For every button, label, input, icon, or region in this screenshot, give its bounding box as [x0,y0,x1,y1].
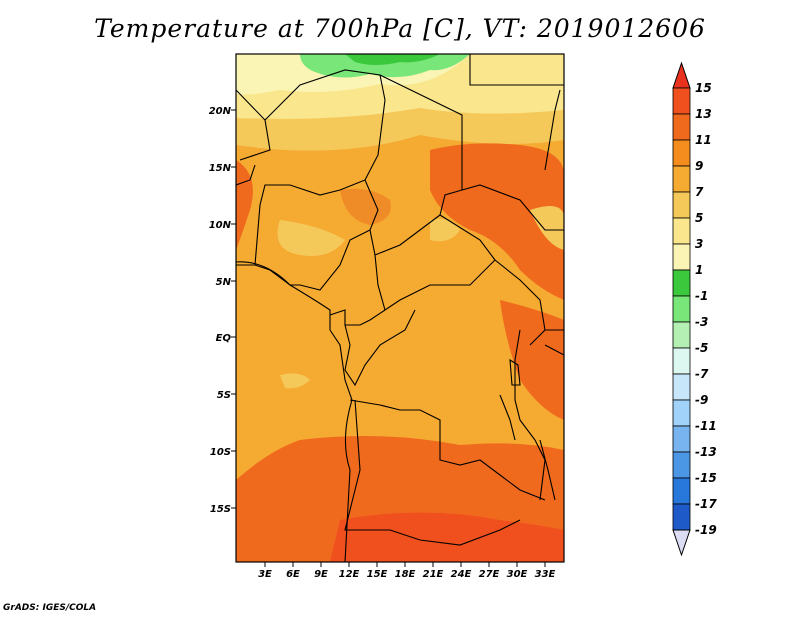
temperature-field [236,54,564,562]
lon-label-3e: 3E [258,569,272,580]
lake-kivu [509,358,521,386]
lon-label-27e: 27E [479,569,500,580]
border-gabon-congo [329,309,386,326]
border-burkina [236,164,256,186]
colorbar-segment [672,269,691,297]
lake-tanganyika [499,394,516,441]
colorbar-segment [672,503,691,531]
colorbar-segment [672,399,691,427]
grads-credit: GrADS: IGES/COLA [3,603,97,613]
lat-label-5n: 5N [216,277,232,288]
lon-label-9e: 9E [314,569,328,580]
colorbar-segment [672,87,691,115]
colorbar-label: 13 [695,107,712,121]
lon-label-33e: 33E [535,569,556,580]
colorbar-label: -17 [695,497,717,511]
colorbar-label: 15 [695,81,712,95]
field-cool-patch-1 [277,220,345,256]
field-warm-central [340,188,391,225]
field-cool-patch-4 [430,218,460,242]
colorbar-label: -9 [695,393,708,407]
field-warm-east [430,143,564,300]
field-hot-south [330,512,564,562]
colorbar-segment [672,191,691,219]
coastline-west [236,261,353,562]
colorbar-label: -13 [695,445,717,459]
border-red-sea [544,89,561,171]
border-kenya [544,329,564,356]
border-mali-west [236,89,271,161]
map-title: Temperature at 700hPa [C], VT: 201901260… [94,14,706,43]
field-dark-green-north [345,54,440,65]
border-benin-niger [254,179,366,266]
lat-label-eq: EQ [216,333,232,344]
colorbar-segment [672,425,691,453]
border-angola-drc [349,399,546,501]
colorbar-label: 7 [695,185,704,199]
lon-label-12e: 12E [339,569,360,580]
field-green-north [300,54,470,78]
colorbar-segment [672,113,691,141]
lon-label-30e: 30E [507,569,528,580]
colorbar-label: -1 [695,289,708,303]
colorbar-label: -15 [695,471,717,485]
border-car [369,214,496,311]
colorbar-label: 5 [695,211,703,225]
lat-label-15s: 15S [210,504,231,515]
field-cool-patch-2 [530,206,564,250]
lake-malawi [539,439,556,501]
lat-axis: 20N 15N 10N 5N EQ 5S 10S 15S [209,106,236,515]
border-sudan [461,184,564,231]
colorbar-segment [672,165,691,193]
country-boundaries [236,54,564,562]
map-frame [235,53,565,563]
border-nigeria [236,179,379,291]
colorbar-label: 9 [695,159,703,173]
colorbar-label: -19 [695,523,717,537]
colorbar-label: -11 [695,419,717,433]
lat-label-15n: 15N [209,163,232,174]
field-cool-patch-3 [280,373,310,389]
lat-label-20n: 20N [209,106,232,117]
lat-label-10n: 10N [209,220,232,231]
lon-label-6e: 6E [286,569,300,580]
colorbar-segment [672,373,691,401]
border-angola-namibia [344,399,521,546]
lat-label-5s: 5S [217,390,231,401]
colorbar-cap-top [672,61,691,89]
colorbar-label: 11 [695,133,712,147]
lon-label-24e: 24E [451,569,472,580]
colorbar-label: -3 [695,315,708,329]
lon-label-18e: 18E [395,569,416,580]
colorbar-label: -5 [695,341,708,355]
border-congo-drc [344,309,416,387]
colorbar-cap-bottom [672,529,691,557]
colorbar-segment [672,217,691,245]
lat-label-10s: 10S [210,447,231,458]
colorbar-segment [672,477,691,505]
colorbar: 15 13 11 9 7 5 3 1 -1 -3 -5 -7 -9 -11 -13 -15 -17 -19 [672,61,717,557]
colorbar-label: 3 [695,237,703,251]
colorbar-segment [672,347,691,375]
colorbar-segment [672,451,691,479]
border-egypt [469,54,564,86]
field-warm-west [236,160,253,250]
lon-label-15e: 15E [367,569,388,580]
colorbar-segment [672,321,691,349]
lon-axis: 3E 6E 9E 12E 15E 18E 21E 24E 27E 30E 33E [258,562,556,580]
lon-label-21e: 21E [423,569,444,580]
colorbar-segment [672,295,691,323]
colorbar-segment [672,139,691,167]
colorbar-label: 1 [695,263,703,277]
colorbar-segment [672,243,691,271]
colorbar-label: -7 [695,367,709,381]
border-chad-car [374,214,441,256]
border-south-sudan [494,259,546,346]
